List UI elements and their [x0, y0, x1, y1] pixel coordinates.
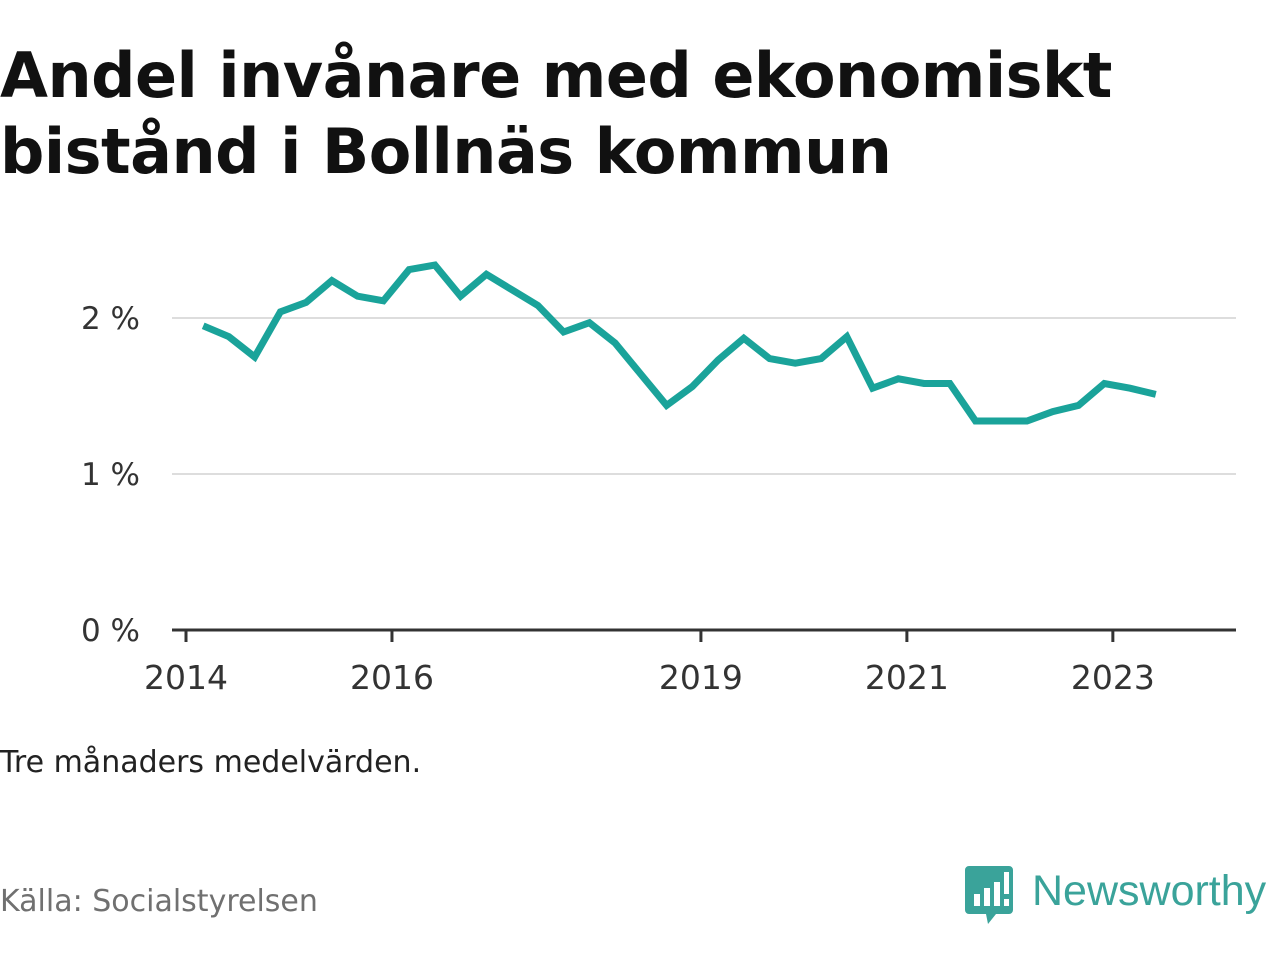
x-tick-label: 2014: [144, 658, 228, 697]
brand-logo[interactable]: Newsworthy: [964, 862, 1266, 926]
y-axis-ticks: 0 % 1 % 2 %: [81, 301, 140, 649]
gridlines: [172, 317, 1236, 475]
series-group: [201, 261, 1157, 425]
x-tick-label: 2016: [350, 658, 434, 697]
chart-title: Andel invånare med ekonomiskt bistånd i …: [0, 39, 1112, 188]
y-tick-label: 0 %: [81, 613, 140, 649]
x-tick-label: 2023: [1071, 658, 1155, 697]
x-tick-label: 2019: [659, 658, 743, 697]
y-tick-label: 1 %: [81, 457, 140, 493]
x-axis-ticks: 2014 2016 2019 2021 2023: [144, 630, 1155, 697]
source-credit: Källa: Socialstyrelsen: [0, 884, 318, 919]
y-tick-label: 2 %: [81, 301, 140, 337]
line-chart: 0 % 1 % 2 % 2014 2016 2019 2021 2023: [81, 261, 1236, 697]
series-line-0: [201, 261, 1157, 425]
brand-name: Newsworthy: [1032, 866, 1267, 915]
x-tick-label: 2021: [865, 658, 949, 697]
newsworthy-bar-chart-icon: [965, 866, 1013, 924]
chart-note: Tre månaders medelvärden.: [0, 745, 422, 780]
